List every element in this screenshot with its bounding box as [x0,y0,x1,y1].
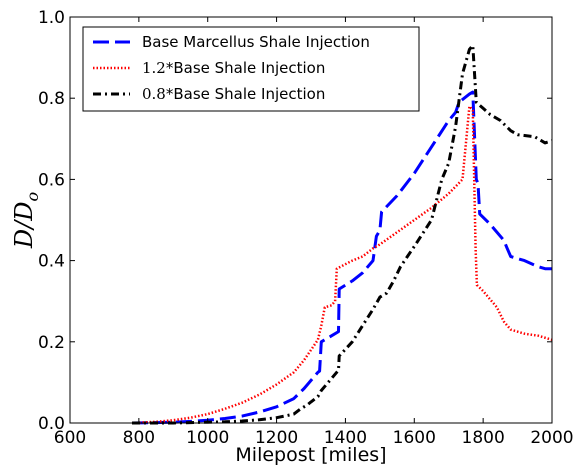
x-tick-label: 1400 [324,428,367,448]
ticks-layer: 600 800 1000 1200 1400 1600 1800 2000 0.0 0.2 0.4 0… [38,8,574,448]
y-axis-label: D/Do [10,192,42,249]
x-tick-label: 800 [123,428,155,448]
x-tick-label: 1200 [255,428,298,448]
x-tick-label: 2000 [530,428,573,448]
y-tick-label: 0.8 [38,89,65,109]
legend-box [82,26,420,112]
x-tick-label: 1600 [393,428,436,448]
legend-label-base: Base Marcellus Shale Injection [142,33,370,51]
series-line-1 [131,105,553,425]
y-tick-label: 0.0 [38,414,65,434]
y-tick-label: 0.2 [38,333,65,353]
y-tick-label: 1.0 [38,8,65,28]
legend-label-text-0-8x: *Base Shale Injection [166,85,326,103]
legend-label-1-2x: 1.2*Base Shale Injection [142,59,325,77]
y-tick-label: 0.6 [38,170,65,190]
series-line-0 [131,90,552,425]
legend-prefix-1-2x: 1.2 [142,59,166,77]
legend-label-0-8x: 0.8*Base Shale Injection [142,85,325,103]
legend-prefix-0-8x: 0.8 [142,85,166,103]
x-tick-label: 600 [54,428,86,448]
plot-frame [69,16,553,424]
x-axis-label: Milepost [miles] [235,444,386,466]
legend-label-text-1-2x: *Base Shale Injection [166,59,326,77]
series-layer [131,43,553,425]
y-axis-label-main: D/D [10,202,38,250]
y-axis-label-subscript: o [23,192,42,202]
legend: Base Marcellus Shale Injection 1.2*Base … [82,26,420,112]
x-tick-label: 1800 [462,428,505,448]
y-tick-label: 0.4 [38,252,65,272]
series-line-2 [132,43,553,425]
x-tick-label: 1000 [186,428,229,448]
legend-label-text-base: Base Marcellus Shale Injection [142,33,370,51]
